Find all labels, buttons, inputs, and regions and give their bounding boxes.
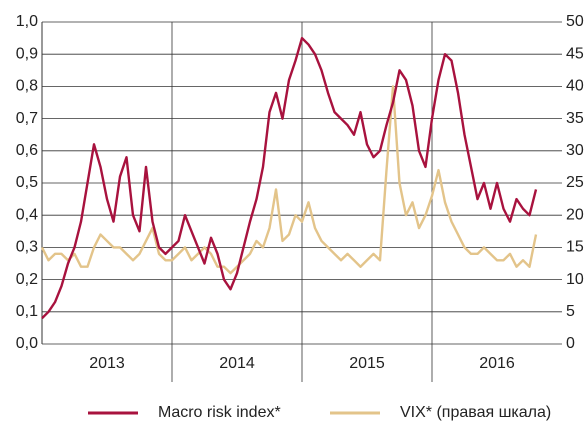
x-tick-label: 2015 (349, 355, 385, 372)
x-tick-label: 2014 (219, 355, 255, 372)
legend-label: VIX* (правая шкала) (400, 404, 551, 421)
y2-tick-label: 15 (566, 239, 584, 256)
y2-tick-label: 50 (566, 13, 584, 30)
y-tick-label: 1,0 (16, 13, 38, 30)
y-tick-label: 0,9 (16, 45, 38, 62)
y2-tick-label: 25 (566, 174, 584, 191)
y-tick-label: 0,7 (16, 110, 38, 127)
y2-tick-label: 10 (566, 271, 584, 288)
y2-tick-label: 35 (566, 110, 584, 127)
y2-tick-label: 5 (566, 303, 575, 320)
y2-tick-label: 20 (566, 206, 584, 223)
series-line (41, 36, 538, 320)
y-tick-label: 0,1 (16, 303, 38, 320)
y-tick-label: 0,6 (16, 142, 38, 159)
y-tick-label: 0,4 (16, 206, 38, 223)
x-tick-label: 2016 (479, 355, 515, 372)
y-tick-label: 0,8 (16, 78, 38, 95)
y2-tick-label: 40 (566, 78, 584, 95)
y-tick-label: 0,3 (16, 239, 38, 256)
y2-tick-label: 0 (566, 335, 575, 352)
legend-label: Macro risk index* (158, 404, 281, 421)
y-tick-label: 0,5 (16, 174, 38, 191)
series-line (40, 85, 538, 275)
x-tick-label: 2013 (89, 355, 125, 372)
y-tick-label: 0,0 (16, 335, 38, 352)
y-tick-label: 0,2 (16, 271, 38, 288)
y2-tick-label: 45 (566, 45, 584, 62)
y2-tick-label: 30 (566, 142, 584, 159)
